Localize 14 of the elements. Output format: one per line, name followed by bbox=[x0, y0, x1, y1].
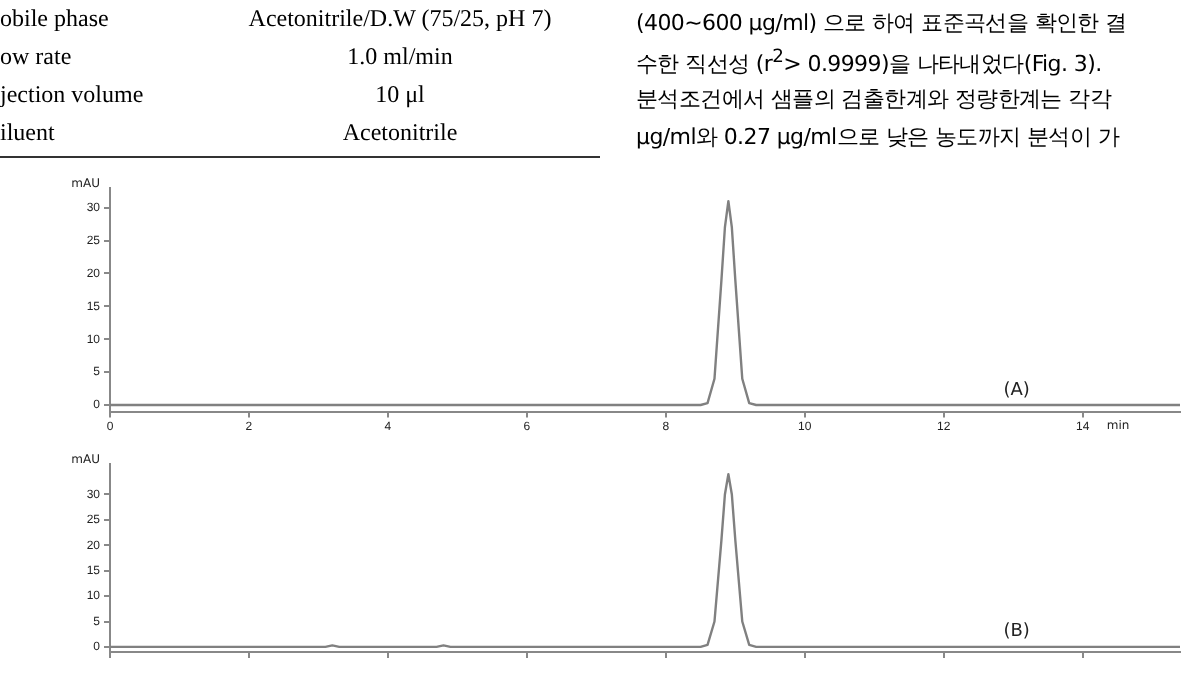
text: 10 μl bbox=[373, 80, 427, 110]
text: 분석조건에서 샘플의 검출한계와 정량한계는 각각 bbox=[636, 84, 1111, 114]
text: 수한 직선성 (r$^{2}$> 0.9999)을 나타내었다(Fig. 3). bbox=[636, 46, 1102, 80]
text: obile phase bbox=[0, 4, 109, 34]
text: μg/ml와 0.27 μg/ml으로 낮은 농도까지 분석이 가 bbox=[636, 122, 1119, 152]
annotation: (B) bbox=[1003, 621, 1030, 642]
text: ow rate bbox=[0, 42, 72, 72]
text: iluent bbox=[0, 118, 55, 148]
text: Acetonitrile/D.W (75/25, pH 7) bbox=[246, 4, 554, 34]
text: Acetonitrile bbox=[340, 118, 460, 148]
text: jection volume bbox=[0, 80, 144, 110]
annotation: (A) bbox=[1003, 381, 1030, 402]
text: 1.0 ml/min bbox=[345, 42, 455, 72]
text: (400~600 μg/ml) 으로 하여 표준곡선을 확인한 결 bbox=[636, 8, 1127, 38]
